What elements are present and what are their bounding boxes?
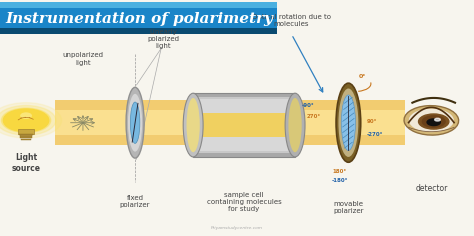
Ellipse shape — [128, 94, 142, 152]
Bar — [193, 93, 295, 157]
Ellipse shape — [126, 87, 144, 158]
Ellipse shape — [20, 112, 32, 119]
Bar — [19, 134, 33, 135]
Circle shape — [0, 105, 56, 135]
Text: -90°: -90° — [302, 102, 315, 108]
Text: Optical rotation due to
molecules: Optical rotation due to molecules — [252, 13, 331, 27]
Ellipse shape — [285, 93, 305, 157]
FancyBboxPatch shape — [0, 28, 277, 34]
Text: fixed
polarizer: fixed polarizer — [120, 195, 150, 208]
Text: 90°: 90° — [366, 119, 377, 124]
Text: Light
source: Light source — [11, 153, 41, 173]
Text: Linearly
polarized
light: Linearly polarized light — [147, 29, 180, 49]
Ellipse shape — [183, 93, 203, 157]
FancyBboxPatch shape — [0, 2, 277, 8]
Ellipse shape — [409, 109, 454, 132]
Bar — [18, 129, 34, 134]
Circle shape — [1, 108, 51, 133]
Bar — [21, 139, 31, 140]
Circle shape — [435, 118, 440, 121]
Bar — [195, 97, 292, 153]
Circle shape — [0, 103, 62, 138]
Text: -180°: -180° — [332, 178, 348, 183]
Text: movable
polarizer: movable polarizer — [333, 201, 364, 214]
Ellipse shape — [341, 95, 356, 151]
Circle shape — [3, 109, 49, 132]
Bar — [55, 100, 405, 145]
Circle shape — [422, 116, 445, 127]
Circle shape — [427, 119, 440, 126]
Text: -270°: -270° — [366, 132, 383, 137]
Text: unpolarized
light: unpolarized light — [63, 52, 103, 66]
Circle shape — [419, 114, 449, 129]
Text: detector: detector — [415, 184, 447, 193]
Ellipse shape — [186, 98, 200, 152]
Ellipse shape — [288, 98, 301, 152]
Bar — [20, 137, 32, 138]
Text: 180°: 180° — [333, 169, 347, 174]
Text: Instrumentation of polarimetry: Instrumentation of polarimetry — [6, 12, 273, 26]
Ellipse shape — [336, 83, 361, 162]
Ellipse shape — [338, 88, 358, 157]
Text: sample cell
containing molecules
for study: sample cell containing molecules for stu… — [207, 192, 282, 212]
Ellipse shape — [130, 102, 140, 143]
FancyBboxPatch shape — [0, 2, 277, 34]
Bar — [199, 99, 289, 151]
Ellipse shape — [404, 106, 459, 135]
Text: Priyamstudycentre.com: Priyamstudycentre.com — [211, 226, 263, 230]
Text: 0°: 0° — [359, 74, 366, 79]
Text: 270°: 270° — [307, 114, 321, 119]
Bar — [203, 113, 285, 137]
Bar — [55, 110, 405, 135]
Bar — [20, 135, 32, 137]
